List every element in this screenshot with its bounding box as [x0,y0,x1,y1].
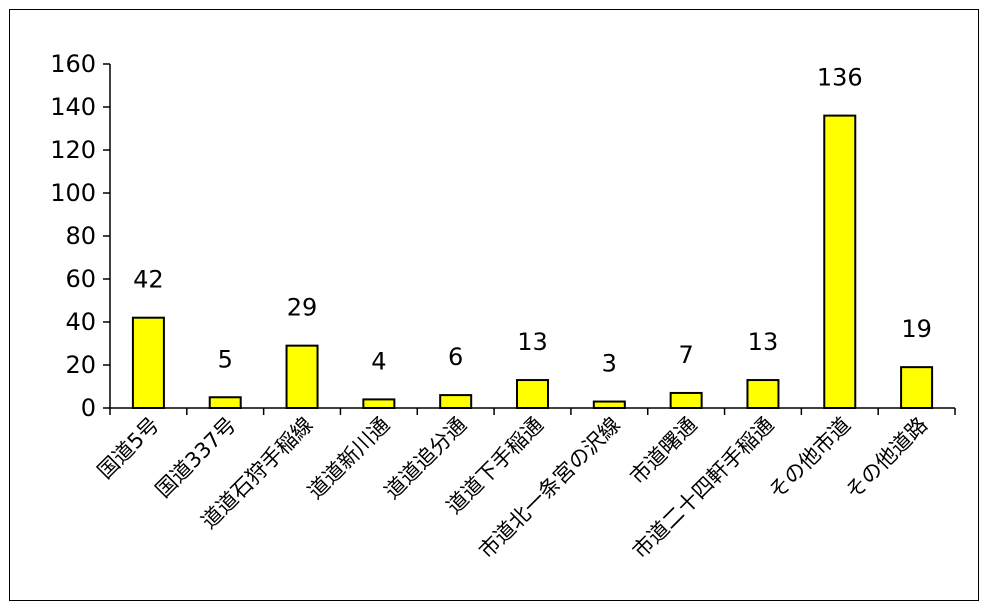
y-tick-label: 60 [65,265,96,293]
data-label: 6 [448,343,463,371]
bar [592,400,626,409]
bar [439,394,473,410]
y-tick-label: 20 [65,351,96,379]
category-label: その他市道 [764,413,855,504]
x-axis [109,407,956,415]
bar [516,379,549,409]
chart-frame [9,9,979,601]
category-label: 道道新川通 [303,413,394,504]
data-label: 3 [602,350,617,378]
bar [823,114,857,409]
y-tick-label: 100 [50,179,96,207]
y-tick-label: 160 [50,50,96,78]
category-labels: 国道5号国道337号道道石狩手稲線道道新川通道道追分通道道下手稲通市道北一条宮の… [93,413,932,564]
data-label: 4 [371,347,386,375]
data-label: 7 [678,341,693,369]
bar [131,316,165,410]
data-label: 42 [133,266,164,294]
bar [900,366,934,409]
data-labels: 42 5 29 4 6 13 3 7 13 136 19 [133,64,932,378]
data-label: 19 [901,315,932,343]
y-tick-label: 140 [50,93,96,121]
data-label: 13 [517,328,548,356]
category-label: その他道路 [841,413,932,504]
data-label: 5 [218,345,233,373]
category-label: 市道曙通 [625,413,701,489]
bar [208,396,242,409]
y-tick-label: 40 [65,308,96,336]
category-label: 市道北一条宮の沢線 [474,413,625,564]
y-axis: 0 20 40 60 80 100 120 140 160 [50,50,111,422]
bar [362,398,396,409]
bars [131,114,934,410]
y-tick-label: 0 [81,394,96,422]
data-label: 29 [287,294,318,322]
bar [669,391,703,410]
category-label: 国道5号 [93,413,164,484]
category-label: 市道二十四軒手稲通 [628,413,779,564]
bar [746,379,780,409]
y-tick-label: 120 [50,136,96,164]
bar [285,344,319,409]
data-label: 13 [748,328,779,356]
y-tick-label: 80 [65,222,96,250]
data-label: 136 [817,64,863,92]
